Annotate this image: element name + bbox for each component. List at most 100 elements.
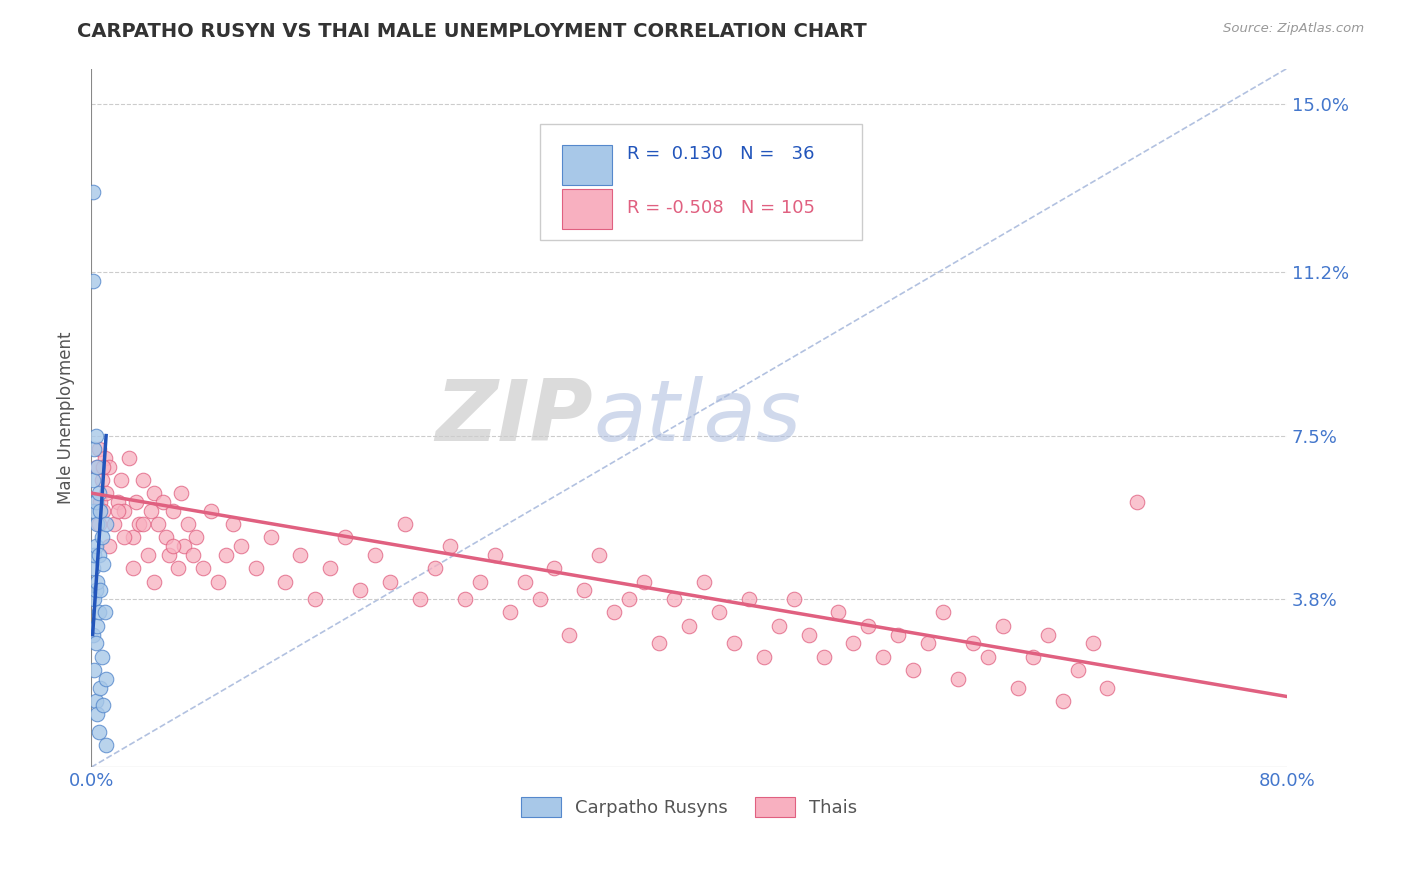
Point	[394, 516, 416, 531]
Point	[90, 530, 112, 544]
Point	[977, 649, 1000, 664]
Point	[162, 539, 184, 553]
FancyBboxPatch shape	[562, 189, 613, 228]
Text: ZIP: ZIP	[436, 376, 593, 459]
Point	[574, 583, 596, 598]
Point	[142, 574, 165, 589]
Point	[319, 561, 342, 575]
Point	[107, 495, 129, 509]
Point	[152, 495, 174, 509]
Point	[222, 516, 245, 531]
Point	[378, 574, 401, 589]
Point	[83, 592, 105, 607]
Point	[177, 516, 200, 531]
Point	[274, 574, 297, 589]
Point	[439, 539, 461, 553]
Point	[872, 649, 894, 664]
Point	[98, 459, 121, 474]
Point	[558, 627, 581, 641]
Y-axis label: Male Unemployment: Male Unemployment	[58, 332, 75, 504]
Point	[842, 636, 865, 650]
Point	[170, 486, 193, 500]
Point	[678, 619, 700, 633]
Point	[93, 450, 115, 465]
Point	[87, 442, 110, 456]
Point	[991, 619, 1014, 633]
Text: R =  0.130   N =   36: R = 0.130 N = 36	[627, 145, 814, 162]
Point	[207, 574, 229, 589]
Point	[1007, 681, 1029, 695]
Point	[87, 516, 110, 531]
Point	[409, 592, 432, 607]
Point	[86, 516, 108, 531]
Point	[173, 539, 195, 553]
Text: Source: ZipAtlas.com: Source: ZipAtlas.com	[1223, 22, 1364, 36]
Point	[87, 486, 110, 500]
Point	[110, 473, 132, 487]
Point	[827, 606, 849, 620]
Point	[901, 663, 924, 677]
Point	[83, 663, 105, 677]
Point	[82, 627, 104, 641]
Point	[82, 186, 104, 200]
Point	[723, 636, 745, 650]
Point	[82, 274, 104, 288]
FancyBboxPatch shape	[540, 124, 862, 240]
Point	[117, 450, 139, 465]
Point	[84, 539, 107, 553]
Point	[946, 672, 969, 686]
Point	[87, 606, 110, 620]
Point	[89, 681, 111, 695]
Point	[142, 486, 165, 500]
Point	[112, 530, 135, 544]
Point	[166, 561, 188, 575]
Point	[529, 592, 551, 607]
Point	[290, 548, 312, 562]
Point	[112, 504, 135, 518]
Point	[90, 649, 112, 664]
Point	[84, 636, 107, 650]
Point	[86, 459, 108, 474]
Point	[162, 504, 184, 518]
Point	[87, 548, 110, 562]
Point	[1022, 649, 1045, 664]
Point	[887, 627, 910, 641]
Point	[84, 495, 107, 509]
Point	[94, 516, 117, 531]
Point	[797, 627, 820, 641]
Point	[89, 495, 111, 509]
Point	[752, 649, 775, 664]
Point	[87, 724, 110, 739]
Point	[91, 698, 114, 713]
Point	[962, 636, 984, 650]
Point	[662, 592, 685, 607]
Point	[82, 561, 104, 575]
Point	[648, 636, 671, 650]
Point	[932, 606, 955, 620]
Point	[200, 504, 222, 518]
Point	[184, 530, 207, 544]
Point	[782, 592, 804, 607]
Point	[813, 649, 835, 664]
Point	[588, 548, 610, 562]
Point	[103, 516, 125, 531]
Point	[468, 574, 491, 589]
Point	[917, 636, 939, 650]
Point	[86, 619, 108, 633]
Point	[603, 606, 626, 620]
Point	[215, 548, 238, 562]
Point	[89, 583, 111, 598]
Point	[98, 539, 121, 553]
Point	[155, 530, 177, 544]
Point	[498, 606, 520, 620]
Point	[86, 459, 108, 474]
Point	[86, 707, 108, 722]
Point	[83, 442, 105, 456]
Point	[84, 583, 107, 598]
Legend: Carpatho Rusyns, Thais: Carpatho Rusyns, Thais	[513, 789, 865, 824]
Point	[543, 561, 565, 575]
Point	[93, 606, 115, 620]
Point	[82, 473, 104, 487]
Point	[229, 539, 252, 553]
Point	[1097, 681, 1119, 695]
